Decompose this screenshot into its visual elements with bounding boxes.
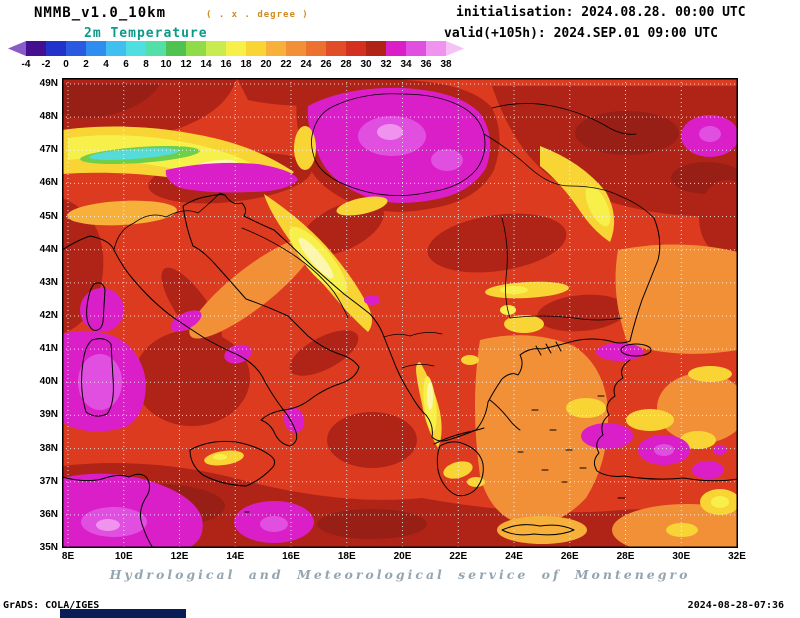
lon-label: 20E <box>393 551 412 562</box>
lat-label: 38N <box>39 442 58 454</box>
colorbar-cell <box>206 41 226 56</box>
colorbar-tick: 32 <box>380 59 392 70</box>
colorbar-cell <box>126 41 146 56</box>
lat-label: 49N <box>39 78 58 89</box>
lat-label: 36N <box>39 508 58 520</box>
colorbar-tick: 6 <box>123 59 129 70</box>
colorbar-tick: 0 <box>63 59 69 70</box>
colorbar-cell <box>266 41 286 56</box>
lon-label: 24E <box>505 551 523 562</box>
colorbar-cell <box>326 41 346 56</box>
valid-time: valid(+105h): 2024.SEP.01 09:00 UTC <box>444 26 718 41</box>
colorbar-cell <box>426 41 446 56</box>
colorbar-tick: 16 <box>220 59 232 70</box>
colorbar-tick: 4 <box>103 59 109 70</box>
colorbar-tick: 14 <box>200 59 212 70</box>
grid-resolution-note: ( . x . degree ) <box>206 10 309 20</box>
lat-label: 42N <box>39 309 58 321</box>
colorbar-cell <box>86 41 106 56</box>
coastlines-borders <box>62 93 738 548</box>
lat-axis: 49N 48N 47N 46N 45N 44N 43N 42N 41N 40N 39N 38N 37N 3… <box>28 78 58 553</box>
colorbar-cell <box>186 41 206 56</box>
colorbar-tick: 36 <box>420 59 432 70</box>
init-time: initialisation: 2024.08.28. 00:00 UTC <box>456 5 746 20</box>
colorbar-cell <box>286 41 306 56</box>
lat-label: 35N <box>39 541 58 553</box>
colorbar-cell <box>166 41 186 56</box>
lat-label: 39N <box>39 409 58 421</box>
field-gold-fringes <box>294 126 388 216</box>
grads-credit: GrADS: COLA/IGES <box>3 600 100 611</box>
map-border <box>62 78 738 548</box>
lat-label: 37N <box>39 475 58 487</box>
colorbar-tick: -4 <box>21 59 31 70</box>
colorbar-right-arrow <box>446 41 464 56</box>
colorbar-cell <box>346 41 366 56</box>
lon-label: 26E <box>560 551 579 562</box>
map-frame <box>62 78 738 548</box>
colorbar-cell <box>406 41 426 56</box>
lat-label: 45N <box>39 210 58 222</box>
colorbar-tick: 38 <box>440 59 452 70</box>
colorbar-row <box>8 41 464 56</box>
colorbar-cell <box>386 41 406 56</box>
lat-label: 44N <box>39 243 58 255</box>
colorbar-tick: -2 <box>41 59 51 70</box>
colorbar-tick: 34 <box>400 59 412 70</box>
colorbar-tick: 30 <box>360 59 372 70</box>
lon-label: 18E <box>337 551 356 562</box>
lon-label: 28E <box>616 551 635 562</box>
colorbar-tick: 2 <box>83 59 89 70</box>
lon-label: 32E <box>728 551 746 562</box>
colorbar-cell <box>366 41 386 56</box>
lon-axis: 8E 10E 12E 14E 16E 18E 20E 22E 24E 26E 28E 30E 32E <box>61 551 746 565</box>
colorbar-cell <box>106 41 126 56</box>
field-magenta-hotspots <box>62 87 738 548</box>
lat-label: 47N <box>39 144 58 156</box>
temperature-field <box>62 78 738 548</box>
grid-lines <box>62 78 738 548</box>
colorbar-cell <box>146 41 166 56</box>
lat-label: 48N <box>39 111 58 123</box>
lon-label: 14E <box>226 551 245 562</box>
colorbar-cell <box>306 41 326 56</box>
colorbar-tick: 24 <box>300 59 312 70</box>
colorbar-cell <box>46 41 66 56</box>
colorbar-tick: 10 <box>160 59 172 70</box>
colorbar-tick: 8 <box>143 59 149 70</box>
colorbar-tick: 20 <box>260 59 272 70</box>
lon-label: 30E <box>672 551 691 562</box>
lat-label: 41N <box>39 343 58 355</box>
service-credit: Hydrological and Meteorological service … <box>109 567 691 582</box>
colorbar-cell <box>26 41 46 56</box>
lon-label: 8E <box>61 551 75 562</box>
footer-bar <box>60 609 186 618</box>
lon-label: 16E <box>282 551 300 562</box>
lat-label: 40N <box>39 376 58 388</box>
colorbar-tick: 28 <box>340 59 352 70</box>
colorbar-left-arrow <box>8 41 26 56</box>
lat-label: 43N <box>39 276 58 288</box>
colorbar-tick: 12 <box>180 59 192 70</box>
colorbar-tick: 22 <box>280 59 292 70</box>
variable-label: 2m Temperature <box>84 26 208 41</box>
lon-label: 22E <box>449 551 468 562</box>
lon-label: 10E <box>114 551 133 562</box>
colorbar-tick: 18 <box>240 59 252 70</box>
render-timestamp: 2024-08-28-07:36 <box>687 600 784 611</box>
lon-label: 12E <box>170 551 189 562</box>
colorbar-tick: 26 <box>320 59 332 70</box>
colorbar: -4 -2 0 2 4 6 8 10 12 14 16 18 20 22 24 26 28 30 32 34 36 38 <box>8 41 464 70</box>
colorbar-cell <box>226 41 246 56</box>
colorbar-cell <box>246 41 266 56</box>
lat-label: 46N <box>39 177 58 189</box>
model-name: NMMB_v1.0_10km <box>34 5 167 21</box>
colorbar-cell <box>66 41 86 56</box>
